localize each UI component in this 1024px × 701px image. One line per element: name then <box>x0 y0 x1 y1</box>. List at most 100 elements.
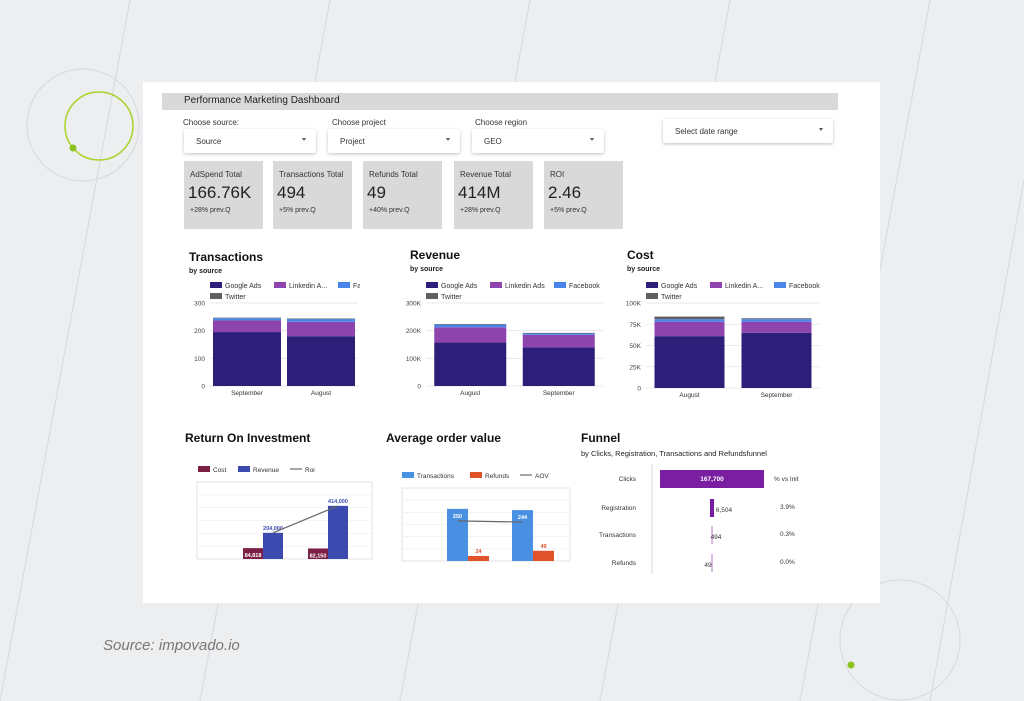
y-tick-label: 0 <box>417 384 421 391</box>
funnel-value-label: 167,700 <box>700 476 724 483</box>
kpi-title: ROI <box>550 170 565 179</box>
roi-combo-chart: Cost Revenue Roi 84,818 204,000 82,150 414,000 <box>196 466 373 559</box>
region-dropdown[interactable]: GEO <box>472 129 604 153</box>
caret-down-icon <box>590 138 594 141</box>
data-label: 250 <box>453 514 462 520</box>
legend-swatch <box>274 282 286 288</box>
bar-segment <box>213 332 281 386</box>
dashboard-title-bar: Performance Marketing Dashboard <box>162 93 838 110</box>
revenue-chart-title: Revenue <box>410 248 461 262</box>
bar-segment <box>741 319 812 322</box>
y-tick-label: 0 <box>201 384 205 391</box>
legend-label: Twitter <box>225 294 246 301</box>
x-tick-label: August <box>460 390 480 397</box>
date-range-dropdown[interactable]: Select date range <box>663 119 833 143</box>
y-tick-label: 300K <box>406 301 422 308</box>
legend-label: AOV <box>535 473 549 480</box>
funnel-chart-title: Funnel <box>581 431 621 445</box>
kpi-title: AdSpend Total <box>190 170 242 179</box>
bar-segment <box>213 318 281 321</box>
bar-segment <box>434 324 507 328</box>
caret-down-icon <box>819 128 823 131</box>
bar <box>512 510 533 561</box>
caret-down-icon <box>446 138 450 141</box>
bar <box>243 548 263 559</box>
x-tick-label: September <box>231 390 264 397</box>
cost-chart-subtitle: by source <box>627 266 661 273</box>
legend-swatch <box>774 282 786 288</box>
source-dropdown[interactable]: Source <box>184 129 316 153</box>
kpi-adspend: AdSpend Total 166.76K +28% prev.Q <box>184 161 263 229</box>
kpi-delta: +40% prev.Q <box>369 207 410 214</box>
legend-label: Facebook <box>353 283 360 290</box>
y-tick-label: 200K <box>406 328 422 335</box>
legend-label: Linkedin Ads <box>505 283 545 290</box>
bar <box>328 505 348 559</box>
legend-label: Cost <box>213 467 227 474</box>
x-tick-label: September <box>761 392 794 399</box>
funnel-category-label: Registration <box>601 505 636 512</box>
dashboard-title: Performance Marketing Dashboard <box>184 95 340 106</box>
legend-label: Refunds <box>485 473 510 480</box>
region-filter-label: Choose region <box>475 118 528 127</box>
kpi-value: 414M <box>458 183 501 202</box>
legend-label: Transactions <box>417 473 455 480</box>
project-dropdown[interactable]: Project <box>328 129 460 153</box>
kpi-value: 2.46 <box>548 183 582 202</box>
kpi-refunds: Refunds Total 49 +40% prev.Q <box>363 161 442 229</box>
aov-chart-title: Average order value <box>386 431 501 445</box>
kpi-delta: +28% prev.Q <box>190 207 231 214</box>
funnel-bar <box>660 470 764 488</box>
aov-combo-chart: Transactions Refunds AOV 250 24 244 49 <box>401 472 571 562</box>
bar <box>447 508 468 561</box>
kpi-title: Transactions Total <box>279 170 344 179</box>
kpi-value: 166.76K <box>188 183 252 202</box>
bar-segment <box>434 342 507 386</box>
pct-header: % vs Init <box>774 476 799 483</box>
kpi-delta: +5% prev.Q <box>279 207 316 214</box>
x-tick-label: September <box>543 390 576 397</box>
kpi-value: 494 <box>277 183 306 202</box>
funnel-pct-label: 0.0% <box>780 559 795 566</box>
legend-swatch <box>554 282 566 288</box>
legend-swatch <box>338 282 350 288</box>
bar-segment <box>741 332 812 388</box>
transactions-chart-subtitle: by source <box>189 268 223 275</box>
bar <box>468 555 489 561</box>
revenue-stacked-bar-chart: Google Ads Linkedin Ads Facebook Twitter 300… <box>406 282 603 397</box>
funnel-chart: % vs Init Clicks 167,700 Registration 6,504 3… <box>599 464 799 574</box>
legend-swatch <box>426 282 438 288</box>
funnel-bar <box>711 526 713 544</box>
legend-label: Revenue <box>253 467 279 474</box>
kpi-value: 49 <box>367 183 386 202</box>
bar-segment <box>213 320 281 333</box>
data-label: 82,150 <box>310 553 327 559</box>
data-label: 414,000 <box>328 499 348 505</box>
bar-segment <box>434 327 507 343</box>
legend-label: Google Ads <box>441 283 478 290</box>
bar-segment <box>287 319 355 322</box>
data-label: 244 <box>518 515 528 521</box>
funnel-value-label: 494 <box>711 534 722 541</box>
legend-swatch <box>426 293 438 299</box>
funnel-bar <box>709 499 715 517</box>
y-tick-label: 100K <box>626 301 642 308</box>
kpi-title: Refunds Total <box>369 170 418 179</box>
source-dropdown-value: Source <box>196 137 222 146</box>
bar-segment <box>522 333 595 335</box>
legend-label: Twitter <box>661 294 682 301</box>
project-filter-label: Choose project <box>332 118 386 127</box>
source-filter-label: Choose source: <box>183 118 240 127</box>
legend-swatch <box>490 282 502 288</box>
bar-segment <box>287 318 355 320</box>
legend-swatch <box>646 293 658 299</box>
data-label: 84,818 <box>245 553 262 559</box>
x-tick-label: August <box>311 390 331 397</box>
bar <box>308 548 328 559</box>
y-tick-label: 50K <box>629 343 641 350</box>
data-label: 49 <box>540 544 546 550</box>
region-dropdown-value: GEO <box>484 137 502 146</box>
legend-label: Twitter <box>441 294 462 301</box>
y-tick-label: 75K <box>629 322 641 329</box>
project-dropdown-value: Project <box>340 137 365 146</box>
